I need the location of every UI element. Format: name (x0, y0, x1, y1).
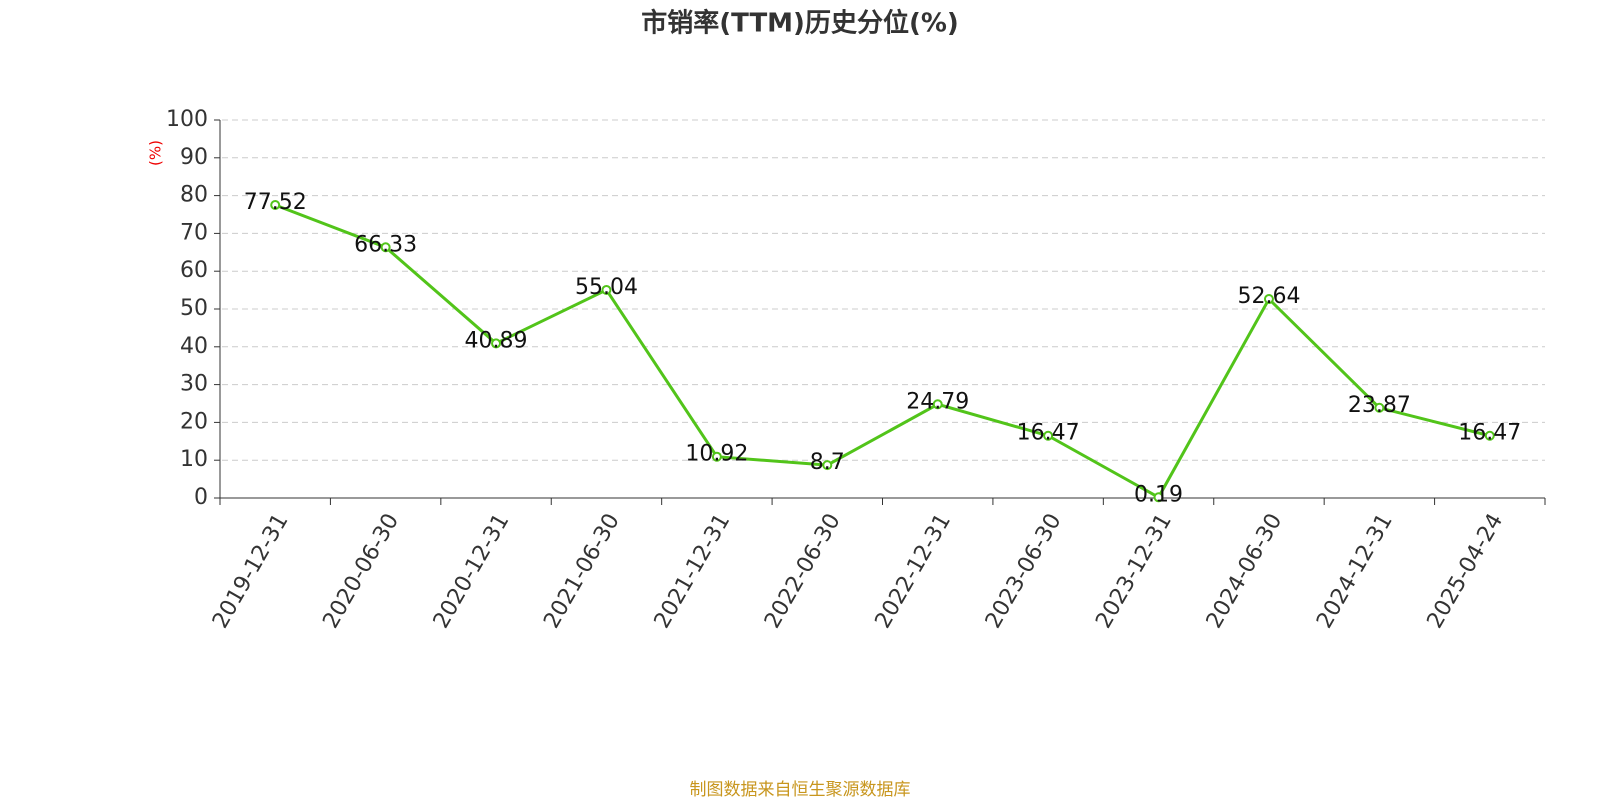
data-label: 52.64 (1237, 284, 1300, 309)
data-label: 0.19 (1134, 482, 1183, 507)
source-note: 制图数据来自恒生聚源数据库 (690, 780, 911, 800)
y-tick-label: 100 (166, 107, 208, 132)
data-label: 8.7 (810, 450, 845, 475)
data-label: 10.92 (685, 442, 748, 467)
x-tick-label: 2019-12-31 (208, 510, 294, 633)
y-tick-label: 50 (180, 296, 208, 321)
y-tick-label: 10 (180, 447, 208, 472)
data-label: 55.04 (575, 275, 638, 300)
x-tick-label: 2020-06-30 (318, 510, 404, 633)
data-point (601, 284, 612, 295)
x-tick-label: 2023-06-30 (981, 510, 1067, 633)
data-point (380, 242, 391, 253)
data-point (711, 451, 722, 462)
data-label: 24.79 (906, 389, 969, 414)
data-point (1374, 402, 1385, 413)
data-point (491, 338, 502, 349)
x-tick-label: 2022-06-30 (760, 510, 846, 633)
x-tick-label: 2023-12-31 (1091, 510, 1177, 633)
data-label: 77.52 (244, 190, 307, 215)
data-label: 16.47 (1017, 421, 1080, 446)
y-tick-label: 40 (180, 334, 208, 359)
data-point (932, 399, 943, 410)
x-tick-label: 2020-12-31 (429, 510, 515, 633)
data-label: 66.33 (354, 232, 417, 257)
x-tick-label: 2025-04-24 (1423, 510, 1509, 633)
y-tick-label: 30 (180, 372, 208, 397)
data-label: 23.87 (1348, 393, 1411, 418)
y-tick-label: 80 (180, 183, 208, 208)
y-tick-label: 90 (180, 145, 208, 170)
data-point (1263, 294, 1274, 305)
x-tick-label: 2024-06-30 (1202, 510, 1288, 633)
y-tick-label: 70 (180, 220, 208, 245)
chart-title: 市销率(TTM)历史分位(%) (641, 8, 959, 39)
data-label: 40.89 (465, 328, 528, 353)
data-point (822, 460, 833, 471)
x-tick-label: 2022-12-31 (871, 510, 957, 633)
y-tick-label: 0 (194, 485, 208, 510)
x-tick-label: 2021-12-31 (650, 510, 736, 633)
y-tick-label: 60 (180, 258, 208, 283)
x-tick-label: 2024-12-31 (1312, 510, 1398, 633)
data-point (270, 199, 281, 210)
x-tick-label: 2021-06-30 (539, 510, 625, 633)
series-line (274, 203, 1491, 500)
data-label: 16.47 (1458, 421, 1521, 446)
y-axis-label: (%) (147, 140, 165, 166)
data-point (1043, 430, 1054, 441)
y-tick-label: 20 (180, 409, 208, 434)
data-point (1153, 492, 1164, 503)
data-point (1484, 430, 1495, 441)
